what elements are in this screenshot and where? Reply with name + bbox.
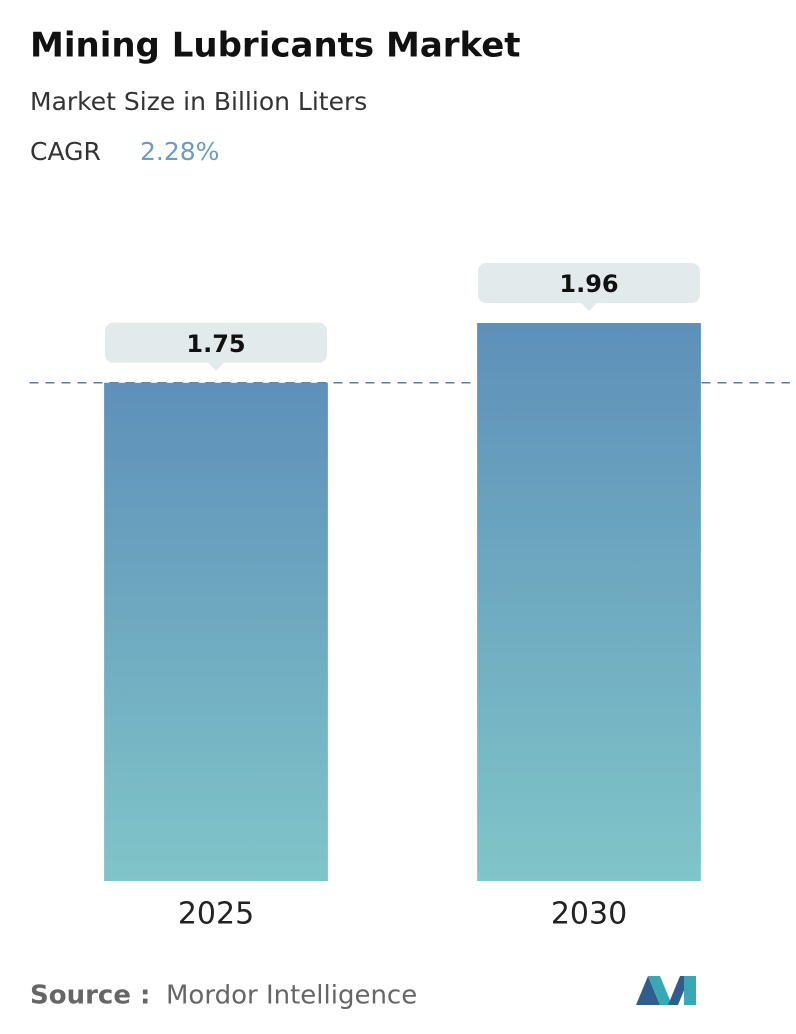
source: Mordor Intelligence <box>166 981 417 1011</box>
value-label-pointer <box>208 362 224 371</box>
cagr-value: 2.28% <box>140 137 219 166</box>
value-label-bubble <box>105 322 327 363</box>
value-label: 1.75 <box>186 330 245 358</box>
logo <box>636 976 696 1005</box>
x-tick-label: 2025 <box>178 897 254 932</box>
value-label-bubble <box>478 263 700 303</box>
bar <box>477 323 701 881</box>
value-label-pointer <box>581 303 597 311</box>
cagr-label: CAGR <box>30 137 101 166</box>
chart-subtitle: Market Size in Billion Liters <box>30 87 367 116</box>
chart-title: Mining Lubricants Market <box>30 26 521 66</box>
value-label: 1.96 <box>559 270 618 298</box>
x-tick-label: 2030 <box>551 897 627 932</box>
source-label: Source : <box>30 981 150 1011</box>
bar <box>104 382 328 881</box>
